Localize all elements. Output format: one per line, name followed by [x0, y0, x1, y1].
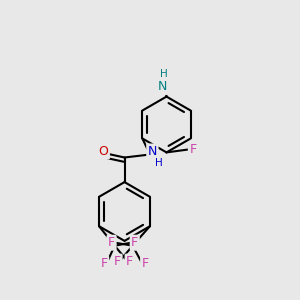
Text: F: F — [108, 236, 115, 249]
Text: N: N — [148, 145, 157, 158]
Text: F: F — [142, 257, 149, 270]
Text: N: N — [157, 80, 167, 94]
Text: H: H — [154, 158, 162, 168]
Text: O: O — [99, 145, 108, 158]
Text: F: F — [126, 255, 133, 268]
Text: F: F — [189, 143, 197, 156]
Text: F: F — [131, 236, 138, 249]
Text: F: F — [114, 255, 121, 268]
Text: H: H — [160, 69, 167, 79]
Text: F: F — [100, 257, 108, 270]
